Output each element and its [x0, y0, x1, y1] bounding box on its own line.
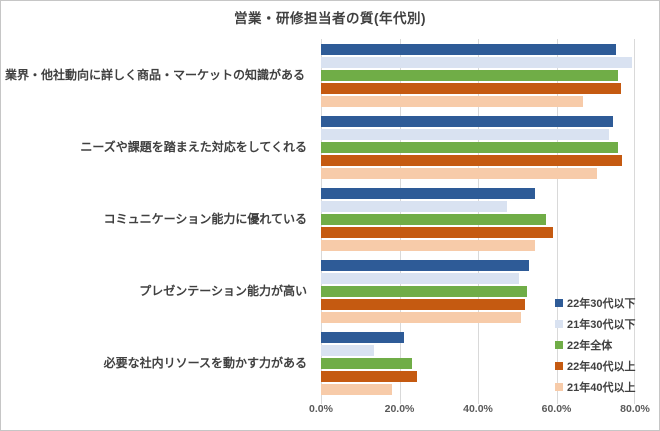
legend-swatch-icon [555, 340, 563, 349]
legend: 22年30代以下 21年30代以下 22年全体 22年40代以上 21年40代以上 [555, 292, 635, 397]
bar [321, 141, 618, 153]
legend-label: 21年40代以上 [567, 381, 636, 394]
bar [321, 187, 536, 199]
value-axis: 0.0% 20.0% 40.0% 60.0% 80.0% [309, 403, 650, 419]
legend-label: 22年全体 [567, 339, 613, 352]
x-axis-tick-label: 60.0% [541, 403, 572, 415]
legend-swatch-icon [555, 361, 563, 370]
bar [321, 331, 404, 343]
bar [321, 344, 375, 356]
x-axis-tick-label: 20.0% [384, 403, 415, 415]
bar [321, 383, 392, 395]
bar [321, 154, 622, 166]
gridline [634, 39, 635, 404]
bar [321, 213, 546, 225]
bar [321, 128, 610, 140]
bar-group [321, 183, 635, 255]
bar [321, 56, 633, 68]
bar [321, 259, 529, 271]
chart-title: 営業・研修担当者の質(年代別) [234, 11, 426, 26]
bar [321, 95, 583, 107]
category-label: 業界・他社動向に詳しく商品・マーケットの知識がある [4, 68, 305, 82]
bar-group [321, 39, 635, 111]
x-axis-tick-label: 40.0% [463, 403, 493, 415]
bar-group [321, 111, 635, 183]
legend-label: 22年30代以下 [567, 297, 636, 310]
bar [321, 285, 527, 297]
bar [321, 239, 536, 251]
bar [321, 357, 413, 369]
category-axis: 業界・他社動向に詳しく商品・マーケットの知識があるニーズや課題を踏まえた対応をし… [3, 39, 313, 399]
category-label: コミュニケーション能力に優れている [103, 212, 307, 226]
bar [321, 226, 553, 238]
bar [321, 82, 621, 94]
bar [321, 167, 597, 179]
legend-swatch-icon [555, 298, 563, 307]
legend-swatch-icon [555, 319, 563, 328]
bar [321, 115, 613, 127]
x-axis-tick-label: 0.0% [309, 403, 333, 415]
bar [321, 272, 520, 284]
legend-item: 22年全体 [555, 334, 635, 355]
bar-group [321, 255, 635, 327]
bar [321, 200, 507, 212]
bar [321, 311, 522, 323]
legend-item: 22年40代以上 [555, 355, 635, 376]
category-label: 必要な社内リソースを動かす力がある [103, 356, 307, 370]
x-axis-tick-label: 80.0% [620, 403, 650, 415]
gridline [556, 39, 558, 404]
category-label: ニーズや課題を踏まえた対応をしてくれる [80, 140, 307, 154]
bar [321, 370, 417, 382]
legend-label: 21年30代以下 [567, 318, 636, 331]
bar [321, 69, 619, 81]
plot-area [321, 39, 635, 404]
bar-groups [321, 39, 635, 399]
bar [321, 298, 526, 310]
bar-group [321, 327, 635, 399]
bar [321, 43, 617, 55]
legend-swatch-icon [555, 382, 563, 391]
category-label: プレゼンテーション能力が高い [139, 284, 307, 298]
legend-item: 21年40代以上 [555, 376, 635, 397]
legend-item: 22年30代以下 [555, 292, 635, 313]
legend-item: 21年30代以下 [555, 313, 635, 334]
legend-label: 22年40代以上 [567, 360, 636, 373]
